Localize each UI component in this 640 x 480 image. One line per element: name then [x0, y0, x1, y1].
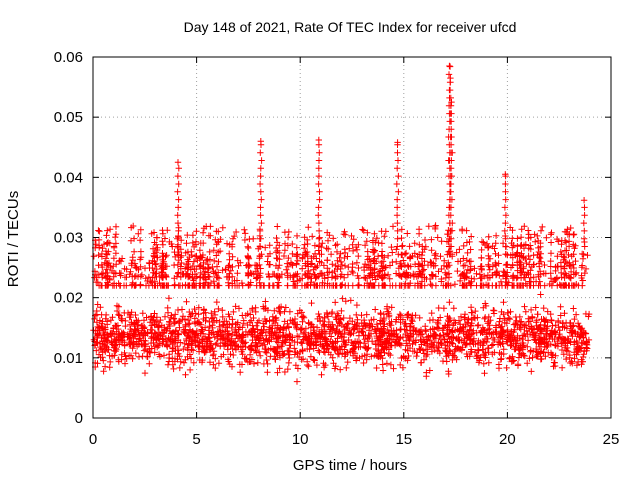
x-tick-label: 15 — [395, 431, 412, 448]
y-tick-label: 0.03 — [54, 230, 83, 247]
y-tick-label: 0.05 — [54, 109, 83, 126]
y-axis-label: ROTI / TECUs — [5, 191, 22, 287]
roti-scatter-series — [90, 62, 593, 385]
y-tick-label: 0.01 — [54, 350, 83, 367]
y-tick-label: 0 — [75, 410, 83, 427]
chart-title: Day 148 of 2021, Rate Of TEC Index for r… — [184, 19, 517, 35]
y-tick-label: 0.02 — [54, 290, 83, 307]
x-tick-label: 0 — [89, 431, 97, 448]
x-tick-label: 20 — [499, 431, 516, 448]
data-points — [90, 62, 593, 385]
y-tick-label: 0.06 — [54, 49, 83, 66]
axis-ticks: 0 5 10 15 20 25 0 0.01 0.02 0.03 0.04 0.05 0.06 — [54, 49, 620, 448]
x-tick-label: 25 — [603, 431, 620, 448]
y-tick-label: 0.04 — [54, 169, 83, 186]
x-tick-label: 10 — [292, 431, 309, 448]
x-axis-label: GPS time / hours — [293, 457, 407, 474]
x-tick-label: 5 — [192, 431, 200, 448]
